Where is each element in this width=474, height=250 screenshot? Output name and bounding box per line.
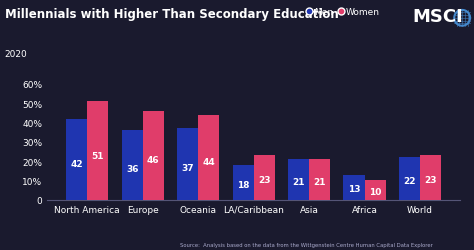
Bar bbox=[143, 112, 164, 200]
Text: 37: 37 bbox=[181, 164, 194, 172]
Bar bbox=[87, 102, 108, 200]
Bar bbox=[399, 158, 420, 200]
Legend: Men, Women: Men, Women bbox=[303, 4, 383, 21]
Text: 51: 51 bbox=[91, 152, 104, 160]
Text: Millennials with Higher Than Secondary Education: Millennials with Higher Than Secondary E… bbox=[5, 8, 338, 20]
Bar bbox=[122, 131, 143, 200]
Text: MSCI: MSCI bbox=[412, 8, 463, 26]
Text: 36: 36 bbox=[126, 164, 138, 173]
Text: 21: 21 bbox=[313, 177, 326, 186]
Bar bbox=[254, 156, 274, 200]
Bar bbox=[198, 116, 219, 200]
Bar bbox=[288, 160, 309, 200]
Text: 10: 10 bbox=[369, 187, 381, 196]
Bar bbox=[309, 160, 330, 200]
Bar bbox=[365, 181, 385, 200]
Text: 18: 18 bbox=[237, 180, 249, 189]
Text: 13: 13 bbox=[348, 184, 360, 193]
Text: 46: 46 bbox=[147, 156, 160, 165]
Text: 23: 23 bbox=[424, 176, 437, 184]
Text: 22: 22 bbox=[403, 176, 416, 186]
Text: 42: 42 bbox=[70, 159, 83, 168]
Bar bbox=[233, 166, 254, 200]
Text: 21: 21 bbox=[292, 177, 305, 186]
Text: 44: 44 bbox=[202, 158, 215, 166]
Bar bbox=[420, 156, 441, 200]
Bar bbox=[177, 129, 198, 200]
Text: 2020: 2020 bbox=[5, 50, 27, 59]
Bar bbox=[344, 175, 365, 200]
Text: Source:  Analysis based on the data from the Wittgenstein Centre Human Capital D: Source: Analysis based on the data from … bbox=[180, 242, 433, 248]
Bar bbox=[66, 119, 87, 200]
Text: 23: 23 bbox=[258, 176, 270, 184]
